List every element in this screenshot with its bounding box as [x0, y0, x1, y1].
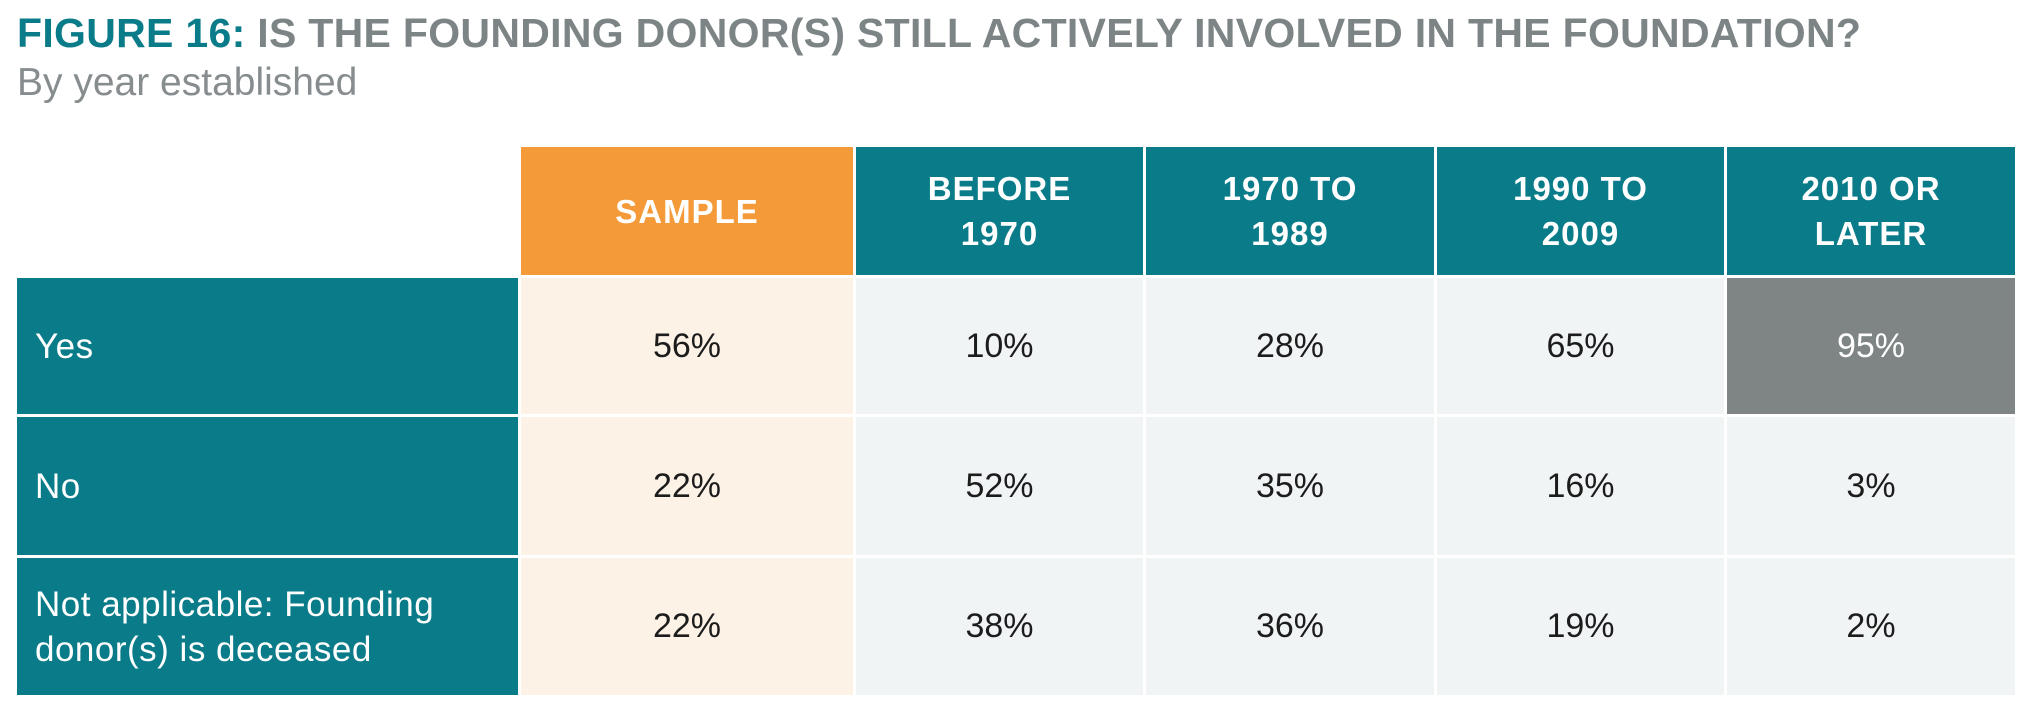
row-header-not-applicable-founding-donor-s-is-deceased: Not applicable: Founding donor(s) is dec… [17, 558, 518, 695]
table-cell-yes-before-1970: 10% [856, 278, 1143, 414]
figure-label: FIGURE 16: [17, 10, 246, 56]
column-header-1970-to-1989: 1970 TO 1989 [1146, 147, 1434, 275]
row-header-no: No [17, 417, 518, 555]
figure-heading: FIGURE 16: IS THE FOUNDING DONOR(S) STIL… [17, 8, 1861, 108]
table-cell-not-1970-to-1989: 36% [1146, 558, 1434, 695]
row-header-yes: Yes [17, 278, 518, 414]
figure-title-text: IS THE FOUNDING DONOR(S) STILL ACTIVELY … [257, 10, 1862, 56]
table-cell-yes-2010-or-later: 95% [1727, 278, 2015, 414]
table-cell-no-before-1970: 52% [856, 417, 1143, 555]
table-cell-no-2010-or-later: 3% [1727, 417, 2015, 555]
data-table: SAMPLE BEFORE 1970 1970 TO 1989 1990 TO 2009 20… [17, 147, 2015, 695]
table-cell-yes-sample: 56% [521, 278, 853, 414]
table-cell-not-sample: 22% [521, 558, 853, 695]
figure-title: FIGURE 16: IS THE FOUNDING DONOR(S) STIL… [17, 8, 1861, 58]
table-corner [17, 147, 518, 275]
table-cell-no-1990-to-2009: 16% [1437, 417, 1724, 555]
column-header-sample: SAMPLE [521, 147, 853, 275]
table-cell-not-before-1970: 38% [856, 558, 1143, 695]
column-header-2010-or-later: 2010 OR LATER [1727, 147, 2015, 275]
table-cell-yes-1990-to-2009: 65% [1437, 278, 1724, 414]
table-cell-not-2010-or-later: 2% [1727, 558, 2015, 695]
column-header-1990-to-2009: 1990 TO 2009 [1437, 147, 1724, 275]
table-cell-no-sample: 22% [521, 417, 853, 555]
table-cell-yes-1970-to-1989: 28% [1146, 278, 1434, 414]
column-header-before-1970: BEFORE 1970 [856, 147, 1143, 275]
figure-subtitle: By year established [17, 61, 358, 104]
table-cell-no-1970-to-1989: 35% [1146, 417, 1434, 555]
table-cell-not-1990-to-2009: 19% [1437, 558, 1724, 695]
